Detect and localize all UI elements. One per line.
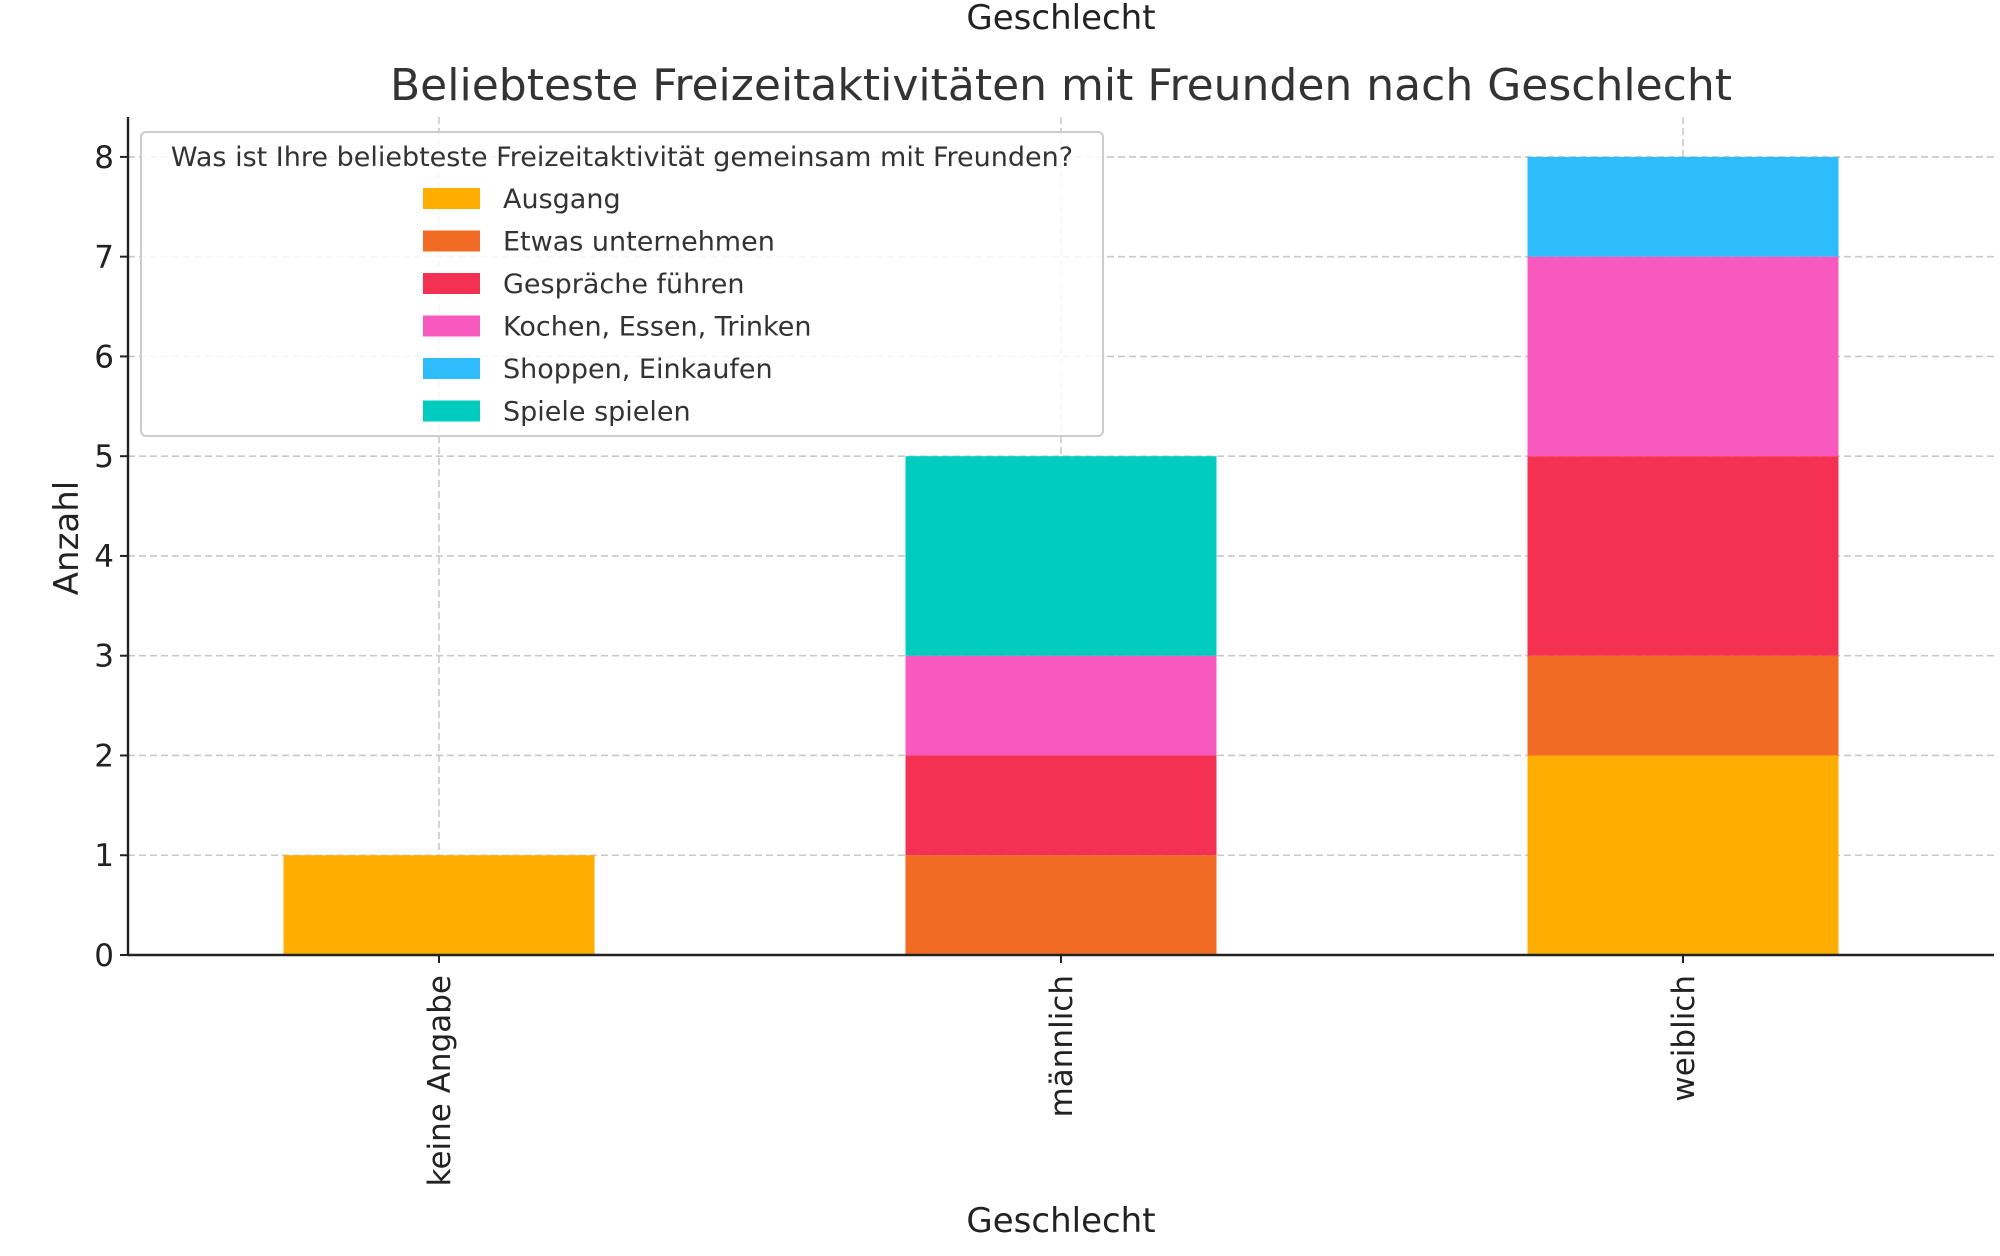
x-tick-label: keine Angabe xyxy=(422,975,458,1186)
y-tick-label: 0 xyxy=(94,938,114,974)
x-tick-label: weiblich xyxy=(1666,975,1702,1102)
bar-segment xyxy=(1527,256,1839,457)
legend-items: Ausgang Etwas unternehmen Gespräche führen… xyxy=(423,184,811,428)
legend-swatch xyxy=(423,315,480,337)
legend: Was ist Ihre beliebteste Freizeitaktivit… xyxy=(140,131,1104,437)
legend-label: Spiele spielen xyxy=(503,397,691,428)
axes xyxy=(120,117,1994,963)
y-tick-label: 4 xyxy=(94,539,114,575)
bar-segment xyxy=(1527,755,1839,955)
y-tick-label: 5 xyxy=(94,439,114,475)
legend-swatch xyxy=(423,400,480,422)
legend-swatch xyxy=(423,230,480,252)
bar-segment xyxy=(905,855,1217,955)
y-tick-label: 2 xyxy=(94,738,114,774)
top-axis-label: Geschlecht xyxy=(966,0,1155,38)
legend-swatch xyxy=(423,188,480,209)
legend-label: Shoppen, Einkaufen xyxy=(503,354,773,385)
y-tick-label: 1 xyxy=(94,838,114,874)
bar-segment xyxy=(905,655,1217,756)
y-tick-label: 7 xyxy=(94,240,114,276)
y-tick-label: 8 xyxy=(94,140,114,176)
bar-segment xyxy=(905,456,1217,656)
legend-swatch xyxy=(423,358,480,379)
x-tick-label: männlich xyxy=(1044,975,1080,1117)
bar-segment xyxy=(1527,655,1839,756)
bar-segment xyxy=(905,755,1217,856)
bar-segment xyxy=(1527,156,1839,257)
legend-label: Gespräche führen xyxy=(503,269,745,300)
bars xyxy=(283,156,1839,955)
chart-title: Beliebteste Freizeitaktivitäten mit Freu… xyxy=(390,60,1732,111)
legend-swatch xyxy=(423,273,480,294)
x-axis-label: Geschlecht xyxy=(966,1201,1155,1241)
y-tick-label: 3 xyxy=(94,639,114,675)
tick-labels: 0 1 2 3 4 5 6 7 8 keine Angabe männlich weiblich xyxy=(94,140,1702,1186)
legend-label: Ausgang xyxy=(503,184,621,215)
legend-title: Was ist Ihre beliebteste Freizeitaktivit… xyxy=(171,142,1073,173)
bar-segment xyxy=(283,855,595,955)
legend-frame xyxy=(140,131,1104,437)
legend-label: Kochen, Essen, Trinken xyxy=(503,312,811,343)
y-axis-label: Anzahl xyxy=(47,481,87,595)
y-tick-label: 6 xyxy=(94,339,114,375)
legend-label: Etwas unternehmen xyxy=(503,227,775,258)
bar-segment xyxy=(1527,456,1839,656)
